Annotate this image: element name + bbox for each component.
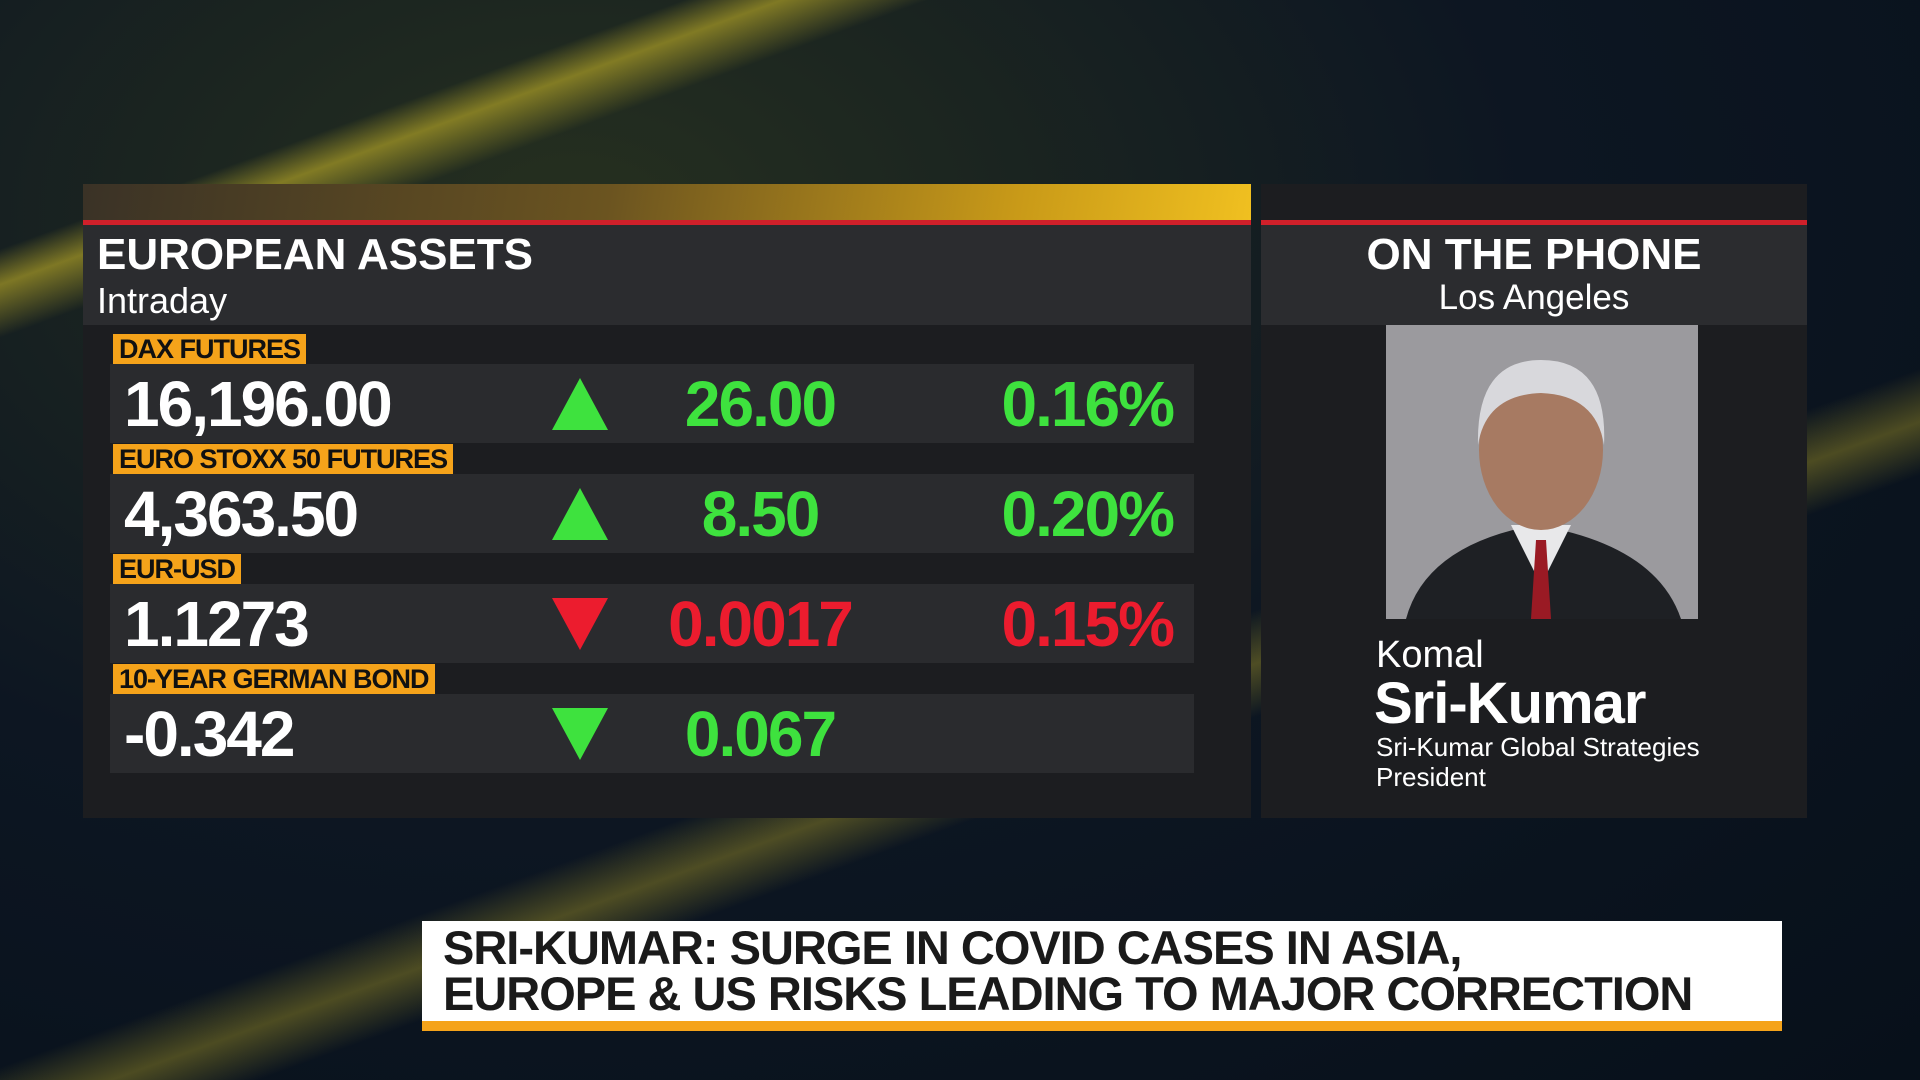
guest-last-name: Sri-Kumar — [1374, 671, 1646, 736]
row-label: EURO STOXX 50 FUTURES — [113, 444, 454, 474]
direction-arrow — [552, 488, 608, 540]
row-percent: 0.16% — [1001, 368, 1175, 440]
row-price: 4,363.50 — [124, 478, 359, 550]
guest-title: ON THE PHONE — [1366, 230, 1702, 279]
row-change: 8.50 — [701, 478, 821, 550]
row-label: DAX FUTURES — [113, 334, 307, 364]
guest-location: Los Angeles — [1438, 278, 1630, 317]
guest-role: President — [1376, 762, 1486, 792]
direction-arrow — [552, 708, 608, 760]
panel-title: EUROPEAN ASSETS — [97, 230, 534, 279]
direction-arrow — [552, 378, 608, 430]
row-percent: 0.15% — [1001, 588, 1175, 660]
row-price: 16,196.00 — [124, 368, 393, 440]
red-rule — [83, 220, 1251, 225]
ticker-text: SRI-KUMAR: SURGE IN COVID CASES IN ASIA,… — [443, 921, 1693, 1020]
ticker-line: EUROPE & US RISKS LEADING TO MAJOR CORRE… — [443, 967, 1693, 1020]
row-box — [110, 694, 1194, 773]
row-percent: 0.20% — [1001, 478, 1175, 550]
panel-stripe — [83, 184, 1251, 221]
row-change: 26.00 — [684, 368, 837, 440]
panel-subtitle: Intraday — [97, 280, 228, 321]
guest-header — [1261, 225, 1807, 325]
row-price: 1.1273 — [124, 588, 310, 660]
panel-header — [83, 225, 1251, 325]
row-label: EUR-USD — [113, 554, 242, 584]
row-box — [110, 474, 1194, 553]
guest-first-name: Komal — [1376, 634, 1484, 676]
row-box — [110, 364, 1194, 443]
ticker-line: SRI-KUMAR: SURGE IN COVID CASES IN ASIA, — [443, 921, 1462, 974]
direction-arrow — [552, 598, 608, 650]
row-box — [110, 584, 1194, 663]
ticker-stripe — [422, 1021, 1782, 1031]
row-label: 10-YEAR GERMAN BOND — [113, 664, 435, 694]
row-change: 0.067 — [684, 698, 837, 770]
guest-company: Sri-Kumar Global Strategies — [1376, 732, 1700, 762]
guest-photo — [1386, 325, 1698, 619]
row-change: 0.0017 — [668, 588, 854, 660]
row-price: -0.342 — [124, 698, 295, 770]
red-rule — [1261, 220, 1807, 225]
ticker — [422, 921, 1782, 1021]
